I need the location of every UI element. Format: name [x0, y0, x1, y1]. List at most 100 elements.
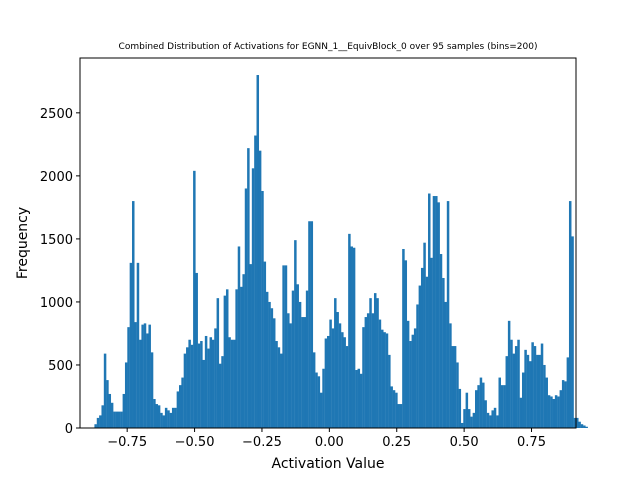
histogram-bar: [179, 385, 182, 428]
histogram-bar: [291, 290, 295, 428]
histogram-bar: [268, 301, 271, 428]
histogram-bar: [136, 262, 140, 428]
histogram-bar: [479, 377, 483, 428]
histogram-bar: [390, 386, 393, 428]
histogram-bar: [324, 338, 328, 428]
histogram-bar: [571, 236, 574, 428]
histogram-bar: [120, 411, 123, 428]
histogram-bar: [406, 320, 410, 428]
y-tick-label: 500: [48, 359, 73, 374]
histogram-bar: [540, 343, 544, 428]
histogram-bar: [498, 377, 501, 428]
histogram-bar: [486, 412, 490, 428]
histogram-bar: [214, 328, 217, 428]
histogram-bar: [280, 353, 283, 428]
histogram-bar: [373, 293, 377, 428]
histogram-bar: [317, 376, 321, 428]
histogram-bar: [183, 353, 187, 428]
y-axis-ticks: 0 500 1000 1500 2000 2500: [40, 107, 80, 437]
histogram-bar: [294, 240, 297, 428]
histogram-bar: [127, 327, 130, 428]
histogram-bar: [397, 404, 400, 428]
histogram-bar: [491, 410, 494, 428]
histogram-bar: [312, 352, 316, 428]
histogram-bar: [392, 390, 396, 428]
histogram-bar: [573, 417, 577, 428]
histogram-bar: [115, 411, 119, 428]
histogram-bar: [249, 264, 252, 428]
histogram-bar: [132, 201, 135, 428]
x-axis-label: Activation Value: [272, 456, 385, 472]
histogram-bar: [369, 298, 372, 428]
histogram-bar: [418, 285, 422, 428]
histogram-bar: [526, 354, 530, 428]
histogram-bar: [559, 390, 563, 428]
histogram-bar: [258, 150, 262, 428]
histogram-bar: [338, 323, 342, 428]
histogram-bar: [261, 191, 264, 428]
x-tick-label: 0.00: [315, 435, 344, 450]
histogram-bar: [289, 323, 292, 428]
histogram-bar: [284, 265, 288, 428]
histogram-bar: [399, 404, 403, 428]
histogram-bar: [329, 319, 332, 428]
histogram-bar: [533, 346, 537, 428]
histogram-bar: [510, 339, 513, 428]
histogram-bar: [218, 363, 222, 428]
histogram-bar: [164, 407, 168, 428]
histogram-bar: [148, 324, 151, 428]
histogram-bar: [228, 337, 231, 428]
histogram-bar: [117, 411, 121, 428]
histogram-bar: [216, 298, 220, 428]
histogram-bar: [209, 337, 213, 428]
x-tick-label: 0.50: [450, 435, 479, 450]
histogram-bar: [402, 248, 405, 428]
chart-title: Combined Distribution of Activations for…: [119, 42, 538, 52]
histogram-bar: [463, 409, 466, 428]
histogram-bar: [557, 396, 560, 428]
histogram-bar: [103, 353, 107, 428]
histogram-bar: [552, 399, 556, 428]
histogram-bar: [416, 304, 419, 428]
histogram-bar: [388, 354, 391, 428]
histogram-bar: [305, 290, 309, 428]
histogram-bar: [385, 333, 389, 428]
histogram-bar: [188, 339, 191, 428]
histogram-bar: [465, 392, 469, 428]
histogram-bar: [207, 348, 210, 428]
y-tick-label: 1500: [40, 233, 73, 248]
histogram-bar: [449, 323, 452, 428]
histogram-bar: [108, 393, 112, 428]
histogram-bar: [536, 354, 539, 428]
histogram-bar: [99, 415, 102, 428]
histogram-bar: [413, 328, 417, 428]
histogram-bar: [442, 277, 445, 428]
histogram-bar: [211, 339, 215, 428]
x-tick-label: 0.75: [517, 435, 546, 450]
histogram-bar: [517, 339, 520, 428]
histogram-bar: [296, 284, 299, 428]
histogram-bar: [355, 370, 358, 428]
histogram-bar: [564, 381, 567, 428]
histogram-bar: [348, 233, 351, 428]
histogram-bar: [514, 346, 518, 428]
histogram-bar: [322, 368, 325, 428]
histogram-bar: [545, 377, 548, 428]
histogram-bar: [439, 254, 443, 428]
histogram-bar: [96, 417, 100, 428]
histogram-bar: [423, 242, 426, 428]
histogram-bar: [113, 411, 116, 428]
histogram-bar: [371, 313, 375, 428]
histogram-bar: [242, 274, 245, 428]
histogram-bars: [94, 75, 588, 429]
histogram-bar: [507, 320, 511, 428]
histogram-bar: [106, 380, 109, 428]
histogram-bar: [157, 405, 161, 428]
histogram-bar: [195, 272, 198, 428]
histogram-bar: [221, 356, 224, 428]
histogram-bar: [404, 260, 408, 428]
histogram-bar: [453, 346, 457, 428]
histogram-bar: [155, 404, 158, 428]
histogram-bar: [181, 377, 184, 428]
